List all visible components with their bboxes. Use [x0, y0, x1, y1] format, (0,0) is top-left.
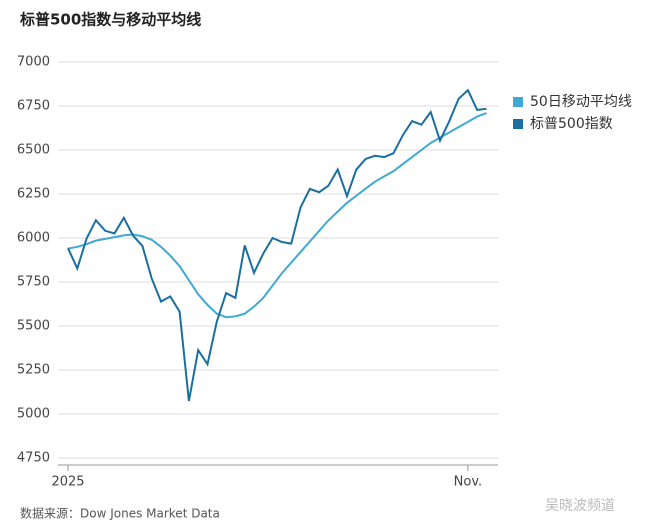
x-tick-label: 2025 — [51, 475, 84, 490]
legend-label: 标普500指数 — [530, 116, 613, 132]
y-tick-label: 6250 — [17, 187, 50, 202]
series-line — [67, 112, 487, 319]
legend-swatch — [513, 119, 523, 129]
y-tick-label: 5750 — [17, 275, 50, 290]
y-tick-label: 7000 — [17, 55, 50, 70]
y-tick-label: 4750 — [17, 451, 50, 466]
legend-swatch — [513, 97, 523, 107]
y-tick-label: 6000 — [17, 231, 50, 246]
y-tick-label: 6750 — [17, 99, 50, 114]
chart-title: 标普500指数与移动平均线 — [19, 11, 201, 29]
watermark: 吴晓波频道 — [545, 498, 615, 514]
legend-label: 50日移动平均线 — [530, 94, 632, 110]
y-tick-label: 6500 — [17, 143, 50, 158]
y-tick-label: 5000 — [17, 407, 50, 422]
y-tick-label: 5250 — [17, 363, 50, 378]
series-line — [67, 88, 487, 402]
y-tick-label: 5500 — [17, 319, 50, 334]
x-tick-label: Nov. — [454, 475, 483, 490]
source: 数据来源：Dow Jones Market Data — [20, 506, 220, 521]
